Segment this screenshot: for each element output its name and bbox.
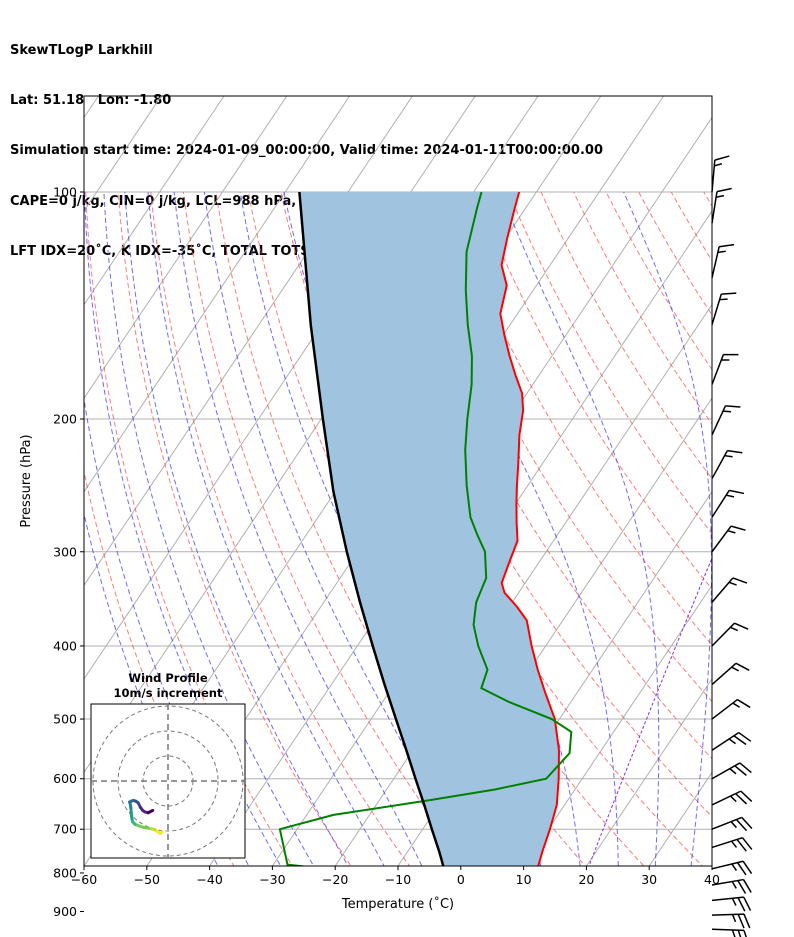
y-tick-label: 300 [53, 544, 77, 559]
inset-title: Wind Profile [128, 671, 208, 685]
wind-barb [711, 405, 741, 436]
location-line: Lat: 51.18 Lon: -1.80 [10, 92, 172, 108]
inset-subtitle: 10m/s increment [114, 686, 223, 700]
y-tick-label: 100 [53, 185, 77, 200]
dry-adiabat [117, 191, 352, 866]
dry-adiabat [670, 191, 712, 262]
wind-barb [711, 243, 735, 279]
mixing-ratio-line [588, 556, 712, 866]
wind-barb [711, 896, 752, 912]
x-tick-label: 0 [457, 872, 465, 887]
parcel-line [298, 191, 445, 866]
wind-barb [711, 155, 730, 193]
wind-barb [711, 928, 748, 937]
wind-barb [711, 292, 737, 325]
wind-barb [711, 187, 732, 224]
wind-barb [711, 449, 743, 480]
dry-adiabat [85, 191, 294, 866]
y-tick-label: 800 [53, 865, 77, 880]
dry-adiabat [540, 191, 712, 480]
dry-adiabat [769, 192, 794, 937]
x-tick-label: −10 [385, 872, 411, 887]
wind-barb [711, 836, 753, 852]
moist-adiabat [124, 191, 349, 866]
x-tick-label: −40 [196, 872, 222, 887]
isotherm [711, 865, 712, 866]
dry-adiabat [605, 191, 712, 371]
y-tick-label: 400 [53, 638, 77, 653]
dry-adiabat [182, 191, 469, 866]
dry-adiabat [84, 469, 235, 866]
y-tick-label: 600 [53, 771, 77, 786]
range-ring [117, 730, 219, 832]
isotherm [271, 210, 712, 866]
moist-adiabat [623, 191, 712, 866]
wind-barb [711, 860, 753, 876]
dry-adiabat [150, 191, 411, 866]
wind-barb [711, 698, 751, 720]
wind-barb [711, 662, 750, 686]
y-tick-label: 500 [53, 712, 77, 727]
chart-title: SkewTLogP Larkhill [10, 42, 153, 58]
moist-adiabat [239, 191, 502, 866]
wind-barb [711, 790, 753, 806]
dry-adiabat [736, 192, 794, 937]
wind-barb [711, 816, 753, 832]
wind-barb [711, 525, 746, 553]
x-tick-label: −30 [259, 872, 285, 887]
y-tick-label: 900 [53, 904, 77, 919]
y-axis-label: Pressure (hPa) [19, 434, 34, 527]
x-tick-label: −60 [71, 872, 97, 887]
isotherm [648, 771, 712, 866]
wind-barb [711, 622, 749, 647]
isotherm [585, 677, 712, 866]
moist-adiabat [173, 191, 423, 866]
cin-shading [299, 192, 559, 866]
axis-ticks: −60 −50 −40 −30 −20 −10 0 10 20 30 40 100 200 300 400 5… [53, 185, 720, 920]
x-tick-label: 30 [641, 872, 657, 887]
dewpoint-line [278, 191, 573, 866]
dry-adiabat [573, 191, 712, 425]
dry-adiabat [638, 191, 712, 316]
profile-lines [278, 191, 573, 866]
x-tick-label: 20 [578, 872, 594, 887]
x-tick-label: −20 [322, 872, 348, 887]
hodograph-segment [149, 808, 155, 813]
time-line: Simulation start time: 2024-01-09_00:00:… [10, 143, 603, 159]
moist-adiabat [103, 191, 315, 866]
wind-barb [711, 731, 752, 751]
temperature-line [499, 191, 560, 866]
x-tick-label: 10 [516, 872, 532, 887]
isotherm [84, 96, 225, 306]
x-axis-label: Temperature (˚C) [341, 896, 454, 912]
isotherm [775, 96, 794, 866]
wind-barbs [711, 155, 753, 937]
wind-barb [711, 762, 752, 780]
dry-adiabat [475, 191, 712, 590]
wind-barb [711, 353, 739, 385]
x-tick-label: −50 [134, 872, 160, 887]
wind-barb [711, 489, 745, 518]
isotherm [84, 96, 351, 493]
x-tick-label: 40 [704, 872, 720, 887]
wind-barb [711, 878, 752, 894]
y-tick-label: 200 [53, 411, 77, 426]
dry-adiabat [508, 191, 712, 535]
wind-barb [711, 913, 751, 929]
y-tick-label: 700 [53, 822, 77, 837]
isotherm [84, 96, 288, 400]
wind-barb [711, 577, 748, 603]
